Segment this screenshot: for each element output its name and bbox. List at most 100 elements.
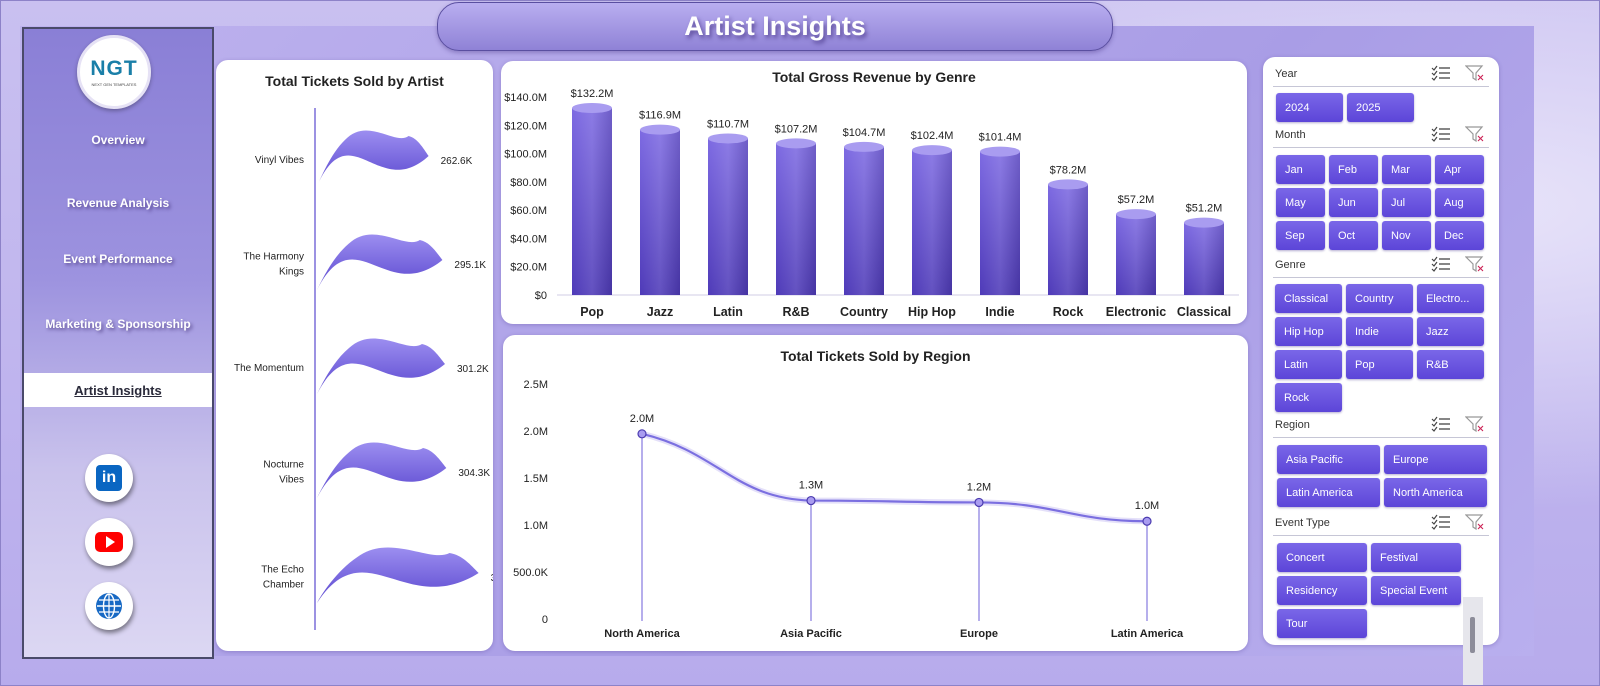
genre-bar-pop[interactable] [572, 103, 612, 295]
slicer-genre-rock[interactable]: Rock [1275, 383, 1342, 412]
region-ytick: 2.0M [524, 426, 548, 438]
slicer-month-dec[interactable]: Dec [1435, 221, 1484, 250]
slicer-genre-country[interactable]: Country [1346, 284, 1413, 313]
youtube-icon [95, 532, 123, 552]
region-point-europe[interactable] [974, 497, 984, 508]
genre-bar-hip-hop[interactable] [912, 145, 952, 295]
genre-bar-indie[interactable] [980, 146, 1020, 295]
slicer-region-north-america[interactable]: North America [1384, 478, 1487, 507]
multi-select-icon[interactable] [1431, 415, 1451, 433]
slicer-event-type-tools [1431, 513, 1485, 531]
clear-filter-icon[interactable] [1465, 255, 1485, 273]
genre-value-pop: $132.2M [571, 88, 614, 100]
youtube-button[interactable] [85, 518, 133, 566]
slicer-genre-pop[interactable]: Pop [1346, 350, 1413, 379]
artist-bar-the-harmony-kings[interactable] [317, 234, 443, 290]
tickets-by-artist-chart: Vinyl Vibes 262.6K The Harmony Kings 295.1K T… [234, 108, 493, 630]
tickets-by-region-panel: Total Tickets Sold by Region 0 500.0K 1.0M… [503, 335, 1248, 651]
region-point-north-america[interactable] [637, 429, 647, 439]
slicer-month-may[interactable]: May [1276, 188, 1325, 217]
slicer-month-sep[interactable]: Sep [1276, 221, 1325, 250]
region-point-asia-pacific[interactable] [806, 495, 816, 506]
nav-marketing-sponsorship[interactable]: Marketing & Sponsorship [45, 317, 191, 331]
slicer-genre-r-b[interactable]: R&B [1417, 350, 1484, 379]
slicer-genre-electro[interactable]: Electro... [1417, 284, 1484, 313]
multi-select-icon[interactable] [1431, 513, 1451, 531]
slicer-month-nov[interactable]: Nov [1382, 221, 1431, 250]
slicer-event-type-festival[interactable]: Festival [1371, 543, 1461, 572]
artist-bar-the-echo-chamber[interactable] [317, 547, 479, 603]
slicer-month-oct[interactable]: Oct [1329, 221, 1378, 250]
event-type-scroll-thumb[interactable] [1470, 617, 1475, 653]
slicer-month-feb[interactable]: Feb [1329, 155, 1378, 184]
slicer-year-2024[interactable]: 2024 [1276, 93, 1343, 122]
nav-overview[interactable]: Overview [91, 133, 145, 147]
artist-value-the-momentum: 301.2K [457, 364, 489, 375]
clear-filter-icon[interactable] [1465, 64, 1485, 82]
artist-label-vinyl-vibes: Vinyl Vibes [255, 155, 304, 166]
slicer-genre-label: Genre [1275, 259, 1306, 271]
slicer-genre-hip-hop[interactable]: Hip Hop [1275, 317, 1342, 346]
artist-value-nocturne-vibes: 304.3K [458, 468, 490, 479]
artist-bar-vinyl-vibes[interactable] [317, 130, 429, 186]
genre-value-r-b: $107.2M [775, 123, 818, 135]
slicer-event-type-special-event[interactable]: Special Event [1371, 576, 1461, 605]
event-type-scrollbar[interactable] [1463, 597, 1483, 685]
genre-ytick: $0 [535, 290, 547, 302]
multi-select-icon[interactable] [1431, 255, 1451, 273]
region-ytick: 1.0M [524, 520, 548, 532]
genre-label-indie: Indie [985, 305, 1014, 319]
region-ytick: 2.5M [524, 379, 548, 391]
artist-bar-nocturne-vibes[interactable] [317, 442, 447, 498]
artist-bar-the-momentum[interactable] [317, 338, 446, 394]
genre-bar-r-b[interactable] [776, 138, 816, 295]
slicer-genre-classical[interactable]: Classical [1275, 284, 1342, 313]
genre-ytick: $80.0M [510, 177, 547, 189]
genre-bar-electronic[interactable] [1116, 209, 1156, 295]
logo-subtitle: NEXT GEN TEMPLATES [91, 82, 137, 87]
slicer-region-latin-america[interactable]: Latin America [1277, 478, 1380, 507]
region-point-latin-america[interactable] [1142, 516, 1152, 526]
slicer-divider [1273, 437, 1489, 438]
slicer-month-jul[interactable]: Jul [1382, 188, 1431, 217]
region-ytick: 0 [542, 614, 548, 626]
clear-filter-icon[interactable] [1465, 125, 1485, 143]
multi-select-icon[interactable] [1431, 64, 1451, 82]
slicer-month-apr[interactable]: Apr [1435, 155, 1484, 184]
slicer-event-type-residency[interactable]: Residency [1277, 576, 1367, 605]
slicer-month-aug[interactable]: Aug [1435, 188, 1484, 217]
slicer-month-jun[interactable]: Jun [1329, 188, 1378, 217]
genre-bar-rock[interactable] [1048, 179, 1088, 295]
genre-bar-latin[interactable] [708, 133, 748, 295]
slicer-event-type-concert[interactable]: Concert [1277, 543, 1367, 572]
slicer-year-2025[interactable]: 2025 [1347, 93, 1414, 122]
slicer-genre-latin[interactable]: Latin [1275, 350, 1342, 379]
genre-value-jazz: $116.9M [639, 110, 681, 122]
logo-mark: NGT [90, 57, 138, 80]
nav-event-performance[interactable]: Event Performance [63, 252, 173, 266]
slicer-month-mar[interactable]: Mar [1382, 155, 1431, 184]
nav-artist-insights[interactable]: Artist Insights [24, 373, 212, 407]
genre-bar-country[interactable] [844, 141, 884, 295]
clear-filter-icon[interactable] [1465, 513, 1485, 531]
genre-bar-jazz[interactable] [640, 124, 680, 295]
nav-revenue-analysis[interactable]: Revenue Analysis [66, 196, 170, 210]
slicer-region-europe[interactable]: Europe [1384, 445, 1487, 474]
slicer-month-jan[interactable]: Jan [1276, 155, 1325, 184]
genre-ytick: $100.0M [504, 149, 547, 161]
ngt-logo[interactable]: NGT NEXT GEN TEMPLATES [77, 35, 151, 109]
filter-panel: Year 2024 2025 Month Jan Feb Mar Apr May Jun Jul Au… [1263, 57, 1499, 685]
slicer-region-label: Region [1275, 419, 1310, 431]
linkedin-button[interactable]: in [85, 454, 133, 502]
website-button[interactable] [85, 582, 133, 630]
genre-bar-classical[interactable] [1184, 217, 1224, 295]
slicer-genre-indie[interactable]: Indie [1346, 317, 1413, 346]
region-value-europe: 1.2M [967, 481, 991, 493]
genre-ytick: $140.0M [504, 92, 547, 104]
slicer-region-asia-pacific[interactable]: Asia Pacific [1277, 445, 1380, 474]
slicer-year-label: Year [1275, 68, 1298, 80]
multi-select-icon[interactable] [1431, 125, 1451, 143]
clear-filter-icon[interactable] [1465, 415, 1485, 433]
slicer-genre-jazz[interactable]: Jazz [1417, 317, 1484, 346]
slicer-event-type-tour[interactable]: Tour [1277, 609, 1367, 638]
